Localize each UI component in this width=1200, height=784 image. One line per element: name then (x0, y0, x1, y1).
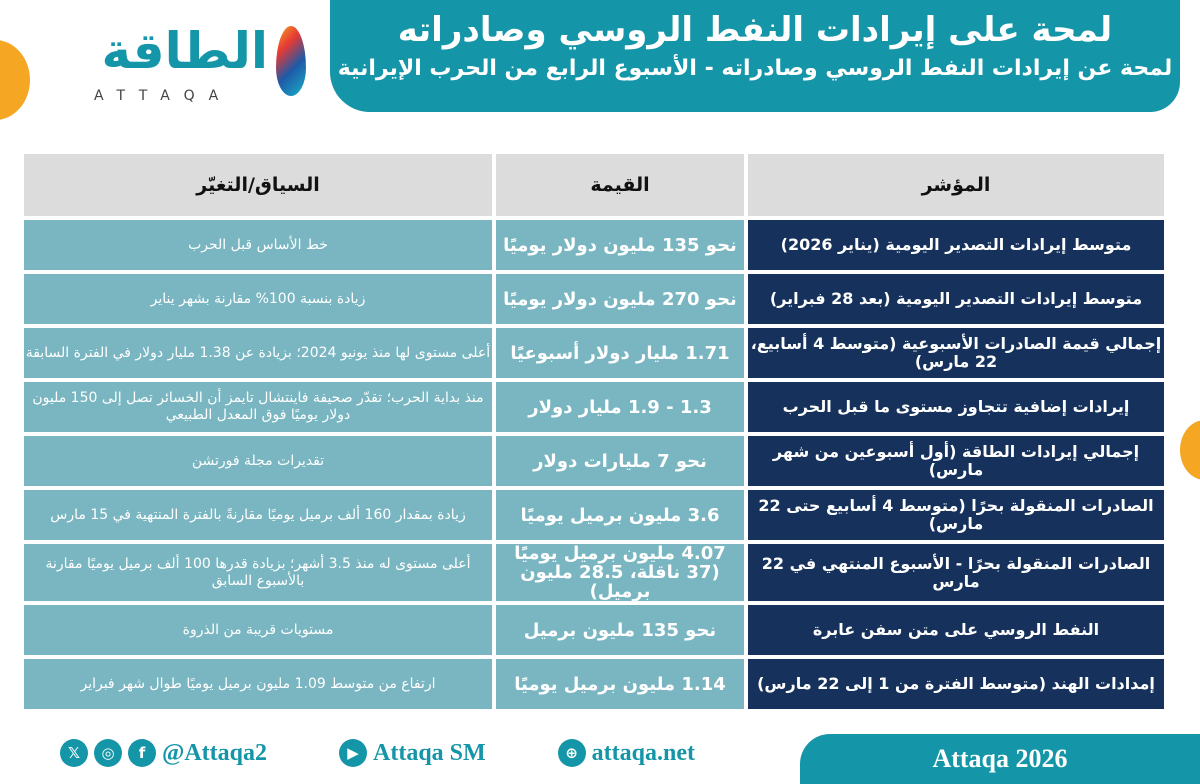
data-table: المؤشر القيمة السياق/التغيّر متوسط إيراد… (20, 150, 1168, 713)
cell-value: نحو 7 مليارات دولار (496, 436, 744, 486)
page-subtitle: لمحة عن إيرادات النفط الروسي وصادراته - … (337, 56, 1173, 81)
table-row: متوسط إيرادات التصدير اليومية (بعد 28 فب… (24, 274, 1164, 324)
cell-indicator: إيرادات إضافية تتجاوز مستوى ما قبل الحرب (748, 382, 1164, 432)
table-row: إجمالي إيرادات الطاقة (أول أسبوعين من شه… (24, 436, 1164, 486)
logo-arabic: الطاقة (101, 22, 268, 80)
copyright-badge: Attaqa 2026 (800, 734, 1200, 784)
cell-context: أعلى مستوى له منذ 3.5 أشهر؛ بزيادة قدرها… (24, 544, 492, 601)
cell-context: زيادة بنسبة 100% مقارنة بشهر يناير (24, 274, 492, 324)
cell-context: خط الأساس قبل الحرب (24, 220, 492, 270)
cell-value: 4.07 مليون برميل يوميًا (37 ناقلة، 28.5 … (496, 544, 744, 601)
cell-value: نحو 135 مليون دولار يوميًا (496, 220, 744, 270)
cell-context: تقديرات مجلة فورتشن (24, 436, 492, 486)
globe-icon[interactable]: ⊕ (557, 739, 586, 767)
cell-indicator: النفط الروسي على متن سفن عابرة (748, 605, 1164, 655)
cell-context: ارتفاع من متوسط 1.09 مليون برميل يوميًا … (24, 659, 492, 709)
cell-indicator: إجمالي قيمة الصادرات الأسبوعية (متوسط 4 … (748, 328, 1164, 378)
header-value: القيمة (496, 154, 744, 216)
instagram-icon[interactable]: ◎ (94, 739, 122, 767)
logo-english: ATTAQA (94, 88, 233, 104)
title-banner: لمحة على إيرادات النفط الروسي وصادراته ل… (330, 0, 1180, 112)
cell-indicator: متوسط إيرادات التصدير اليومية (بعد 28 فب… (748, 274, 1164, 324)
cell-indicator: الصادرات المنقولة بحرًا - الأسبوع المنته… (748, 544, 1164, 601)
page-title: لمحة على إيرادات النفط الروسي وصادراته (397, 10, 1113, 50)
table-row: الصادرات المنقولة بحرًا - الأسبوع المنته… (24, 544, 1164, 601)
cell-value: 3.6 مليون برميل يوميًا (496, 490, 744, 540)
table-row: إيرادات إضافية تتجاوز مستوى ما قبل الحرب… (24, 382, 1164, 432)
table-row: إجمالي قيمة الصادرات الأسبوعية (متوسط 4 … (24, 328, 1164, 378)
logo-drop-icon (276, 26, 306, 96)
cell-indicator: الصادرات المنقولة بحرًا (متوسط 4 أسابيع … (748, 490, 1164, 540)
cell-indicator: إجمالي إيرادات الطاقة (أول أسبوعين من شه… (748, 436, 1164, 486)
cell-context: مستويات قريبة من الذروة (24, 605, 492, 655)
cell-indicator: متوسط إيرادات التصدير اليومية (يناير 202… (748, 220, 1164, 270)
cell-context: أعلى مستوى لها منذ يونيو 2024؛ بزيادة عن… (24, 328, 492, 378)
header-indicator: المؤشر (748, 154, 1164, 216)
decorative-circle (0, 40, 30, 120)
cell-value: نحو 270 مليون دولار يوميًا (496, 274, 744, 324)
table-row: متوسط إيرادات التصدير اليومية (يناير 202… (24, 220, 1164, 270)
x-icon[interactable]: 𝕏 (60, 739, 88, 767)
table-row: إمدادات الهند (متوسط الفترة من 1 إلى 22 … (24, 659, 1164, 709)
header-context: السياق/التغيّر (24, 154, 492, 216)
youtube-icon[interactable]: ▶ (339, 739, 367, 767)
cell-context: منذ بداية الحرب؛ تقدّر صحيفة فاينتشال تا… (24, 382, 492, 432)
cell-indicator: إمدادات الهند (متوسط الفترة من 1 إلى 22 … (748, 659, 1164, 709)
cell-value: نحو 135 مليون برميل (496, 605, 744, 655)
table-row: النفط الروسي على متن سفن عابرة نحو 135 مل… (24, 605, 1164, 655)
footer-links: 𝕏 ◎ f @Attaqa2 ▶ Attaqa SM ⊕ attaqa.net (60, 738, 695, 768)
table-row: الصادرات المنقولة بحرًا (متوسط 4 أسابيع … (24, 490, 1164, 540)
social-handle[interactable]: @Attaqa2 (162, 739, 267, 766)
cell-context: زيادة بمقدار 160 ألف برميل يوميًا مقارنة… (24, 490, 492, 540)
cell-value: 1.71 مليار دولار أسبوعيًا (496, 328, 744, 378)
decorative-circle (1180, 420, 1200, 480)
facebook-icon[interactable]: f (128, 739, 156, 767)
cell-value: 1.3 - 1.9 مليار دولار (496, 382, 744, 432)
website-link[interactable]: attaqa.net (591, 739, 695, 766)
cell-value: 1.14 مليون برميل يوميًا (496, 659, 744, 709)
attaqa-logo: الطاقة ATTAQA (80, 22, 310, 112)
youtube-channel[interactable]: Attaqa SM (373, 739, 486, 766)
